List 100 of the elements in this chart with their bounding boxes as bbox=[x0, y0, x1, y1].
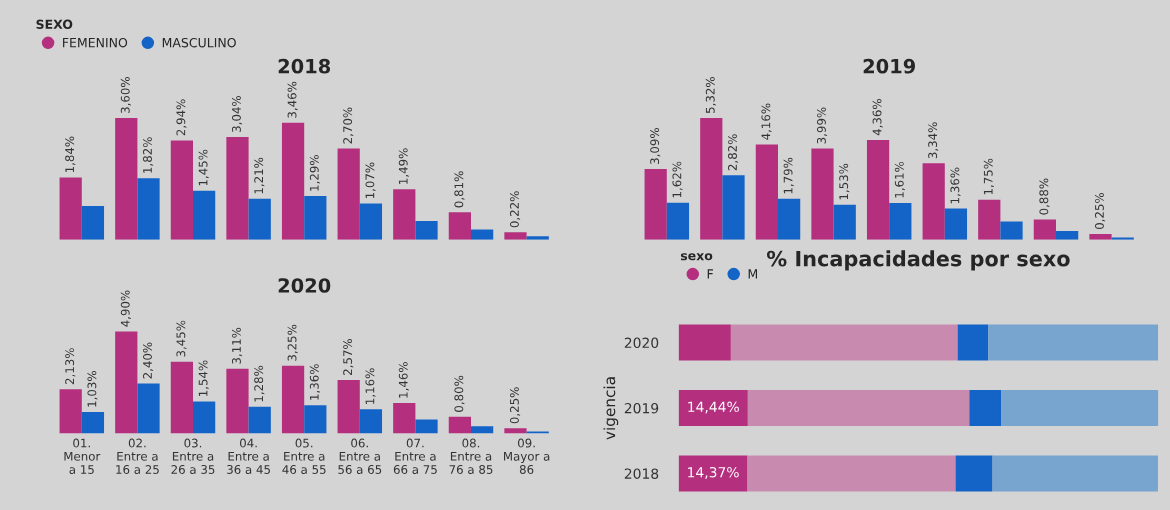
y-tick-label: 2018 bbox=[624, 468, 659, 479]
bar bbox=[957, 324, 989, 361]
bar bbox=[248, 406, 271, 434]
x-tick-label: 05. Entre a 46 a 55 bbox=[282, 438, 326, 474]
bar bbox=[137, 178, 160, 240]
data-label: 0,80% bbox=[454, 375, 465, 412]
data-label: 3,04% bbox=[231, 95, 243, 132]
data-label: 1,79% bbox=[783, 157, 794, 194]
y-axis-title: vigencia bbox=[603, 377, 619, 440]
bar bbox=[1000, 221, 1023, 240]
data-label: 4,36% bbox=[872, 99, 883, 136]
bar bbox=[193, 190, 216, 240]
bar bbox=[992, 455, 1158, 492]
data-label: 4,16% bbox=[761, 103, 772, 140]
legend-title: SEXO bbox=[36, 19, 73, 30]
data-label: 0,25% bbox=[509, 387, 521, 424]
chart-title: 2018 bbox=[278, 58, 331, 74]
data-label: 1,03% bbox=[87, 371, 98, 407]
legend-label: F bbox=[707, 269, 713, 279]
bar bbox=[944, 208, 968, 240]
data-label: 3,34% bbox=[928, 122, 939, 159]
data-label: 2,40% bbox=[143, 342, 154, 379]
bar bbox=[955, 455, 993, 492]
chart-title: % Incapacidades por sexo bbox=[766, 250, 1070, 271]
data-label: 3,46% bbox=[287, 81, 298, 118]
bar bbox=[337, 148, 360, 240]
bar bbox=[747, 455, 956, 492]
bar bbox=[889, 202, 912, 240]
data-label: 0,22% bbox=[509, 191, 521, 228]
bar bbox=[115, 331, 138, 434]
bar bbox=[922, 163, 945, 240]
data-label: 3,25% bbox=[287, 324, 298, 361]
bar bbox=[755, 144, 778, 240]
data-label: 3,45% bbox=[176, 320, 187, 357]
bar bbox=[59, 389, 82, 434]
data-label: 1,53% bbox=[839, 163, 850, 200]
data-label: 2,13% bbox=[65, 348, 76, 385]
bar bbox=[281, 365, 305, 434]
bar bbox=[226, 368, 249, 434]
bar bbox=[393, 189, 416, 240]
bar bbox=[248, 198, 271, 240]
bar bbox=[811, 148, 834, 240]
bar bbox=[81, 205, 105, 240]
data-label: 14,44% bbox=[688, 401, 739, 414]
data-label: 2,94% bbox=[176, 99, 187, 136]
data-label: 0,81% bbox=[454, 171, 465, 208]
legend-label: MASCULINO bbox=[162, 37, 236, 48]
bar bbox=[678, 390, 748, 426]
data-label: 5,32% bbox=[705, 77, 716, 114]
bar bbox=[415, 419, 438, 434]
bar bbox=[337, 380, 360, 434]
bar bbox=[504, 428, 527, 434]
data-label: 1,28% bbox=[254, 365, 265, 402]
chart-title: 2019 bbox=[863, 58, 916, 74]
bar bbox=[504, 232, 527, 240]
bar bbox=[978, 199, 1001, 240]
bar bbox=[700, 118, 723, 240]
data-label: 3,11% bbox=[231, 327, 243, 364]
chart-title: 2020 bbox=[278, 278, 331, 293]
bar bbox=[304, 405, 327, 434]
bar bbox=[969, 390, 1002, 426]
data-label: 1,49% bbox=[398, 148, 409, 184]
data-label: 1,36% bbox=[309, 364, 320, 400]
bar bbox=[722, 175, 745, 240]
data-label: 1,45% bbox=[198, 149, 209, 186]
data-label: 1,75% bbox=[983, 158, 994, 195]
data-label: 1,36% bbox=[950, 167, 961, 204]
x-tick-label: 09. Mayor a 86 bbox=[504, 438, 550, 474]
bar bbox=[778, 198, 801, 240]
bar bbox=[393, 403, 416, 434]
data-label: 2,70% bbox=[343, 107, 354, 144]
x-tick-label: 02. Entre a 16 a 25 bbox=[116, 438, 159, 474]
data-label: 1,61% bbox=[894, 161, 905, 198]
bar bbox=[988, 324, 1159, 361]
bar bbox=[678, 324, 731, 361]
bar bbox=[115, 118, 138, 240]
data-label: 1,62% bbox=[672, 161, 683, 198]
data-label: 1,07% bbox=[365, 162, 376, 199]
bar bbox=[415, 221, 438, 240]
data-label: 1,82% bbox=[143, 137, 154, 173]
x-tick-label: 08. Entre a 76 a 85 bbox=[449, 438, 493, 474]
bar bbox=[359, 203, 383, 240]
data-label: 1,16% bbox=[365, 368, 376, 404]
data-label: 0,88% bbox=[1039, 178, 1050, 215]
bar bbox=[666, 202, 690, 240]
data-label: 2,82% bbox=[728, 134, 739, 171]
bar bbox=[678, 455, 748, 492]
data-label: 1,21% bbox=[254, 157, 265, 194]
data-label: 3,99% bbox=[816, 107, 828, 144]
bar bbox=[281, 122, 305, 240]
bar bbox=[1089, 233, 1112, 240]
bar bbox=[81, 412, 105, 434]
bar bbox=[359, 409, 383, 434]
x-tick-label: 06. Entre a 56 a 65 bbox=[338, 438, 382, 474]
bar bbox=[1033, 219, 1056, 240]
bar bbox=[304, 196, 327, 240]
bar bbox=[170, 140, 193, 240]
bar bbox=[137, 383, 160, 434]
bar bbox=[448, 212, 471, 240]
x-tick-label: 07. Entre a 66 a 75 bbox=[393, 438, 437, 474]
